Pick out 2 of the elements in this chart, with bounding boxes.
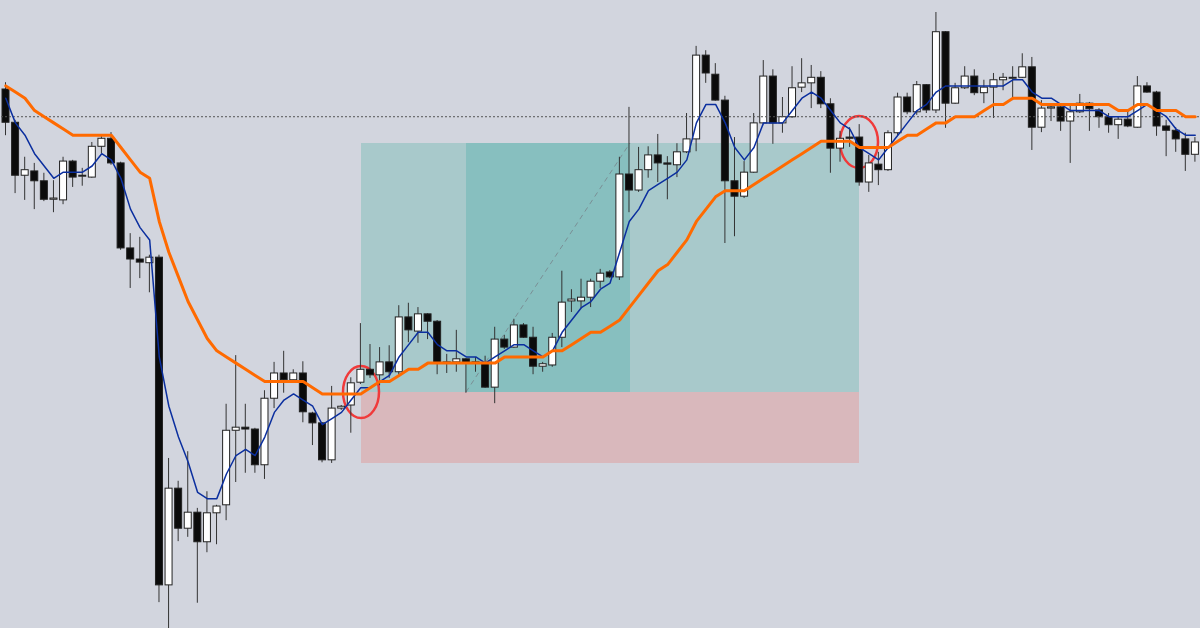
candlestick <box>1190 136 1199 163</box>
candlestick <box>701 49 710 84</box>
